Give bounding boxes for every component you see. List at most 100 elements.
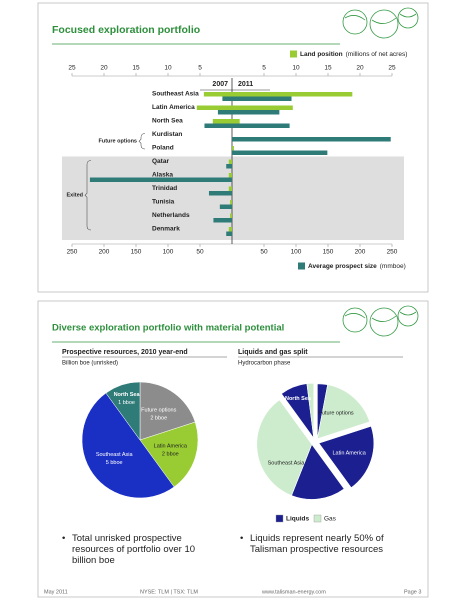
- bar: [228, 227, 232, 232]
- x-tick-label: 100: [291, 249, 302, 256]
- bar: [232, 123, 290, 128]
- pie-slice: [306, 382, 315, 439]
- slice-label: Future options: [319, 410, 354, 416]
- x-tick-label: 15: [132, 65, 140, 72]
- pie-slice: [318, 425, 375, 489]
- category-label: Latin America: [152, 104, 195, 111]
- slice-label: North Sea: [285, 396, 312, 402]
- pie-slice: [139, 381, 196, 441]
- legend-name: Land position: [300, 51, 343, 58]
- bar: [228, 159, 232, 164]
- chart-title: Prospective resources, 2010 year-end: [62, 349, 188, 356]
- footer-text: NYSE: TLM | TSX: TLM: [140, 589, 198, 595]
- bar: [232, 146, 234, 151]
- bar: [204, 123, 232, 128]
- legend-swatch: [290, 50, 297, 58]
- x-tick-label: 10: [164, 65, 172, 72]
- slice-label: Future options: [141, 408, 176, 414]
- legend-unit: (millions of net acres): [346, 51, 408, 58]
- category-label: North Sea: [152, 118, 183, 125]
- bar: [222, 96, 232, 101]
- bullet: Liquids represent nearly 50% of Talisman…: [240, 533, 410, 555]
- legend-label: Land position (millions of net acres): [300, 51, 407, 58]
- pie-slice: [256, 399, 313, 496]
- bar: [230, 213, 232, 218]
- category-label: Tunisia: [152, 199, 175, 206]
- legend-swatch: [313, 514, 322, 523]
- pie-slice: [318, 443, 352, 488]
- legend-swatch: [298, 262, 305, 270]
- bar: [213, 218, 232, 223]
- pie-slice: [291, 443, 345, 500]
- x-tick-label: 5: [262, 65, 266, 72]
- bar: [232, 105, 293, 110]
- category-label: Poland: [152, 145, 174, 152]
- group-bracket: [84, 160, 92, 231]
- bar: [89, 177, 232, 182]
- footer-text: www.talisman-energy.com: [261, 589, 326, 595]
- slice-label: Southeast Asia: [96, 452, 134, 458]
- slide-title: Diverse exploration portfolio with mater…: [52, 323, 284, 334]
- bar: [232, 150, 328, 155]
- group-label: Exited: [66, 193, 83, 199]
- period-label: 2007: [212, 81, 228, 88]
- legend-name: Average prospect size: [308, 263, 377, 270]
- category-label: Denmark: [152, 226, 180, 233]
- slice-label: Latin America: [154, 443, 188, 449]
- bar: [208, 191, 232, 196]
- bar: [232, 110, 280, 115]
- slice-label: North Sea: [114, 392, 141, 398]
- bar: [226, 231, 232, 236]
- group-bracket: [138, 133, 146, 150]
- slice-value: 2 bboe: [150, 416, 167, 422]
- bullet: Total unrisked prospective resources of …: [62, 533, 212, 566]
- category-label: Southeast Asia: [152, 91, 199, 98]
- category-label: Trinidad: [152, 185, 177, 192]
- group-label: Future options: [99, 139, 138, 145]
- bar: [226, 164, 232, 169]
- x-tick-label: 50: [196, 249, 204, 256]
- chart-subtitle: Hydrocarbon phase: [238, 361, 291, 367]
- exited-band: [62, 156, 404, 240]
- bar: [217, 110, 232, 115]
- x-tick-label: 15: [324, 65, 332, 72]
- x-tick-label: 20: [356, 65, 364, 72]
- pie-slice: [105, 381, 141, 441]
- category-label: Netherlands: [152, 212, 190, 219]
- x-tick-label: 250: [387, 249, 398, 256]
- legend-swatch: [275, 514, 284, 523]
- bar: [219, 204, 232, 209]
- chart-title: Liquids and gas split: [238, 349, 308, 356]
- x-tick-label: 200: [99, 249, 110, 256]
- slide-frame: [37, 300, 429, 598]
- pie-slice: [81, 392, 175, 499]
- chart-subtitle: Billion boe (unrisked): [62, 361, 118, 367]
- bar: [203, 92, 232, 97]
- x-tick-label: 10: [292, 65, 300, 72]
- legend-label: Liquids: [286, 516, 309, 523]
- footer-text: Page 3: [404, 589, 421, 595]
- slice-label: Latin America: [332, 451, 366, 457]
- bar: [232, 119, 240, 124]
- legend-unit: (mmboe): [380, 263, 406, 270]
- bar: [232, 137, 391, 142]
- logo: [342, 7, 419, 39]
- x-tick-label: 250: [67, 249, 78, 256]
- x-tick-label: 150: [323, 249, 334, 256]
- slice-value: 2 bboe: [162, 451, 179, 457]
- pie-slice: [316, 384, 371, 440]
- legend-label: Average prospect size (mmboe): [308, 263, 406, 270]
- bar: [212, 119, 232, 124]
- x-tick-label: 150: [131, 249, 142, 256]
- category-label: Qatar: [152, 158, 169, 165]
- x-tick-label: 50: [260, 249, 268, 256]
- x-tick-label: 25: [388, 65, 396, 72]
- bar: [230, 200, 232, 205]
- bar: [232, 96, 292, 101]
- slice-value: 5 bboe: [106, 460, 123, 466]
- legend-label: Gas: [324, 516, 337, 523]
- category-label: Kurdistan: [152, 131, 182, 138]
- x-tick-label: 5: [198, 65, 202, 72]
